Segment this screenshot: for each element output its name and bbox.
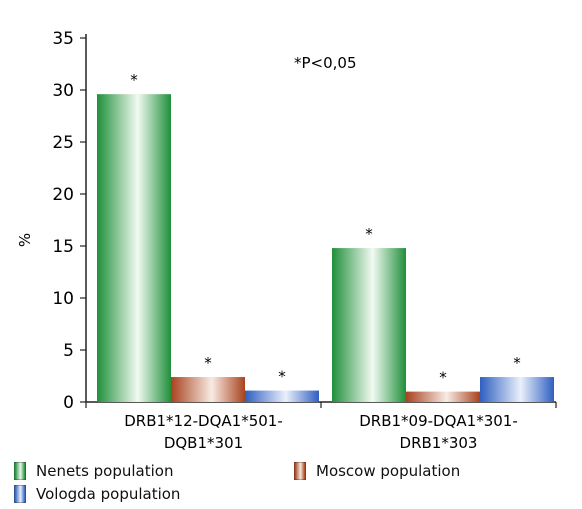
significance-marker: * [278,368,286,386]
bar [480,377,554,402]
significance-marker: * [130,71,138,89]
y-tick-label: 5 [63,341,74,361]
significance-marker: * [204,354,212,372]
legend-item-vologda: Vologda population [14,485,180,503]
bar-chart: 0 5 10 15 20 25 30 35 * * * DRB1*12-DQA1*501- DQB1*… [16,29,557,452]
y-tick-label: 10 [52,289,74,309]
significance-note: *P<0,05 [294,54,357,72]
y-tick-label: 35 [52,29,74,49]
significance-marker: * [439,369,447,387]
legend-swatch-nenets [14,462,26,480]
y-tick-label: 25 [52,133,74,153]
bar [171,377,245,402]
y-tick-label: 20 [52,185,74,205]
y-tick-label: 15 [52,237,74,257]
legend-label-moscow: Moscow population [316,462,461,480]
legend-swatch-vologda [14,485,26,503]
x-category-label: DRB1*303 [400,434,478,452]
bar [406,391,480,402]
bar [245,390,319,402]
significance-marker: * [513,354,521,372]
x-category-label: DRB1*09-DQA1*301- [359,412,518,430]
legend-label-vologda: Vologda population [36,485,181,503]
x-category-label: DQB1*301 [164,434,243,452]
y-axis-label: % [16,233,34,247]
bar [97,94,171,402]
legend-swatch-moscow [294,462,306,480]
legend-item-moscow: Moscow population [294,462,460,480]
y-tick-label: 30 [52,81,74,101]
x-category-label: DRB1*12-DQA1*501- [124,412,283,430]
bar [332,248,406,402]
legend-label-nenets: Nenets population [36,462,174,480]
y-tick-label: 0 [63,393,74,413]
significance-marker: * [365,225,373,243]
legend-item-nenets: Nenets population [14,462,173,480]
